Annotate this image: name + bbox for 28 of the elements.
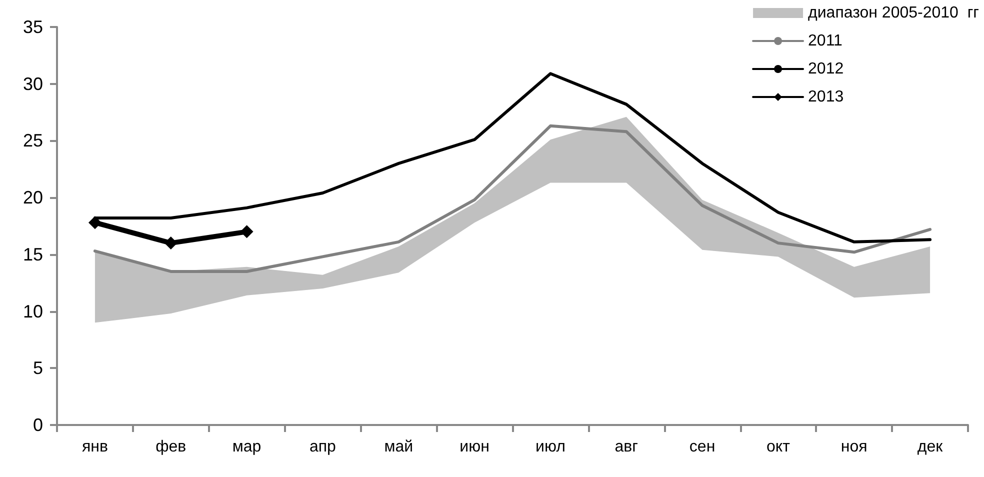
legend-label: 2012: [808, 60, 844, 78]
x-tick-label: июл: [535, 438, 566, 456]
x-tick-label: янв: [82, 438, 108, 456]
y-tick-label: 35: [22, 17, 43, 37]
point: [164, 236, 178, 250]
y-tick-label: 25: [22, 130, 43, 151]
y-tick-label: 0: [32, 415, 43, 435]
legend-label: 2011: [808, 32, 843, 50]
x-tick-label: фев: [156, 438, 186, 456]
line-series: [93, 124, 932, 273]
y-tick-label: 20: [22, 188, 43, 208]
x-tick-label: сен: [689, 438, 716, 456]
x-tick-label: июн: [460, 438, 490, 456]
x-tick-label: ноя: [840, 438, 868, 456]
y-tick-label: 5: [32, 358, 43, 378]
legend-label: диапазон 2005-2010 гг: [808, 4, 980, 22]
x-tick-label: дек: [917, 438, 944, 456]
x-tick-label: май: [384, 438, 414, 456]
y-tick-label: 10: [22, 301, 43, 322]
x-tick-label: авг: [614, 438, 638, 456]
x-tick-label: окт: [766, 438, 791, 456]
point: [88, 216, 102, 230]
x-tick-label: мар: [232, 438, 262, 456]
y-tick-label: 30: [22, 74, 43, 94]
legend-label: 2013: [808, 88, 844, 106]
y-tick-label: 15: [22, 244, 43, 264]
x-tick-label: апр: [309, 438, 336, 456]
point: [240, 225, 254, 238]
